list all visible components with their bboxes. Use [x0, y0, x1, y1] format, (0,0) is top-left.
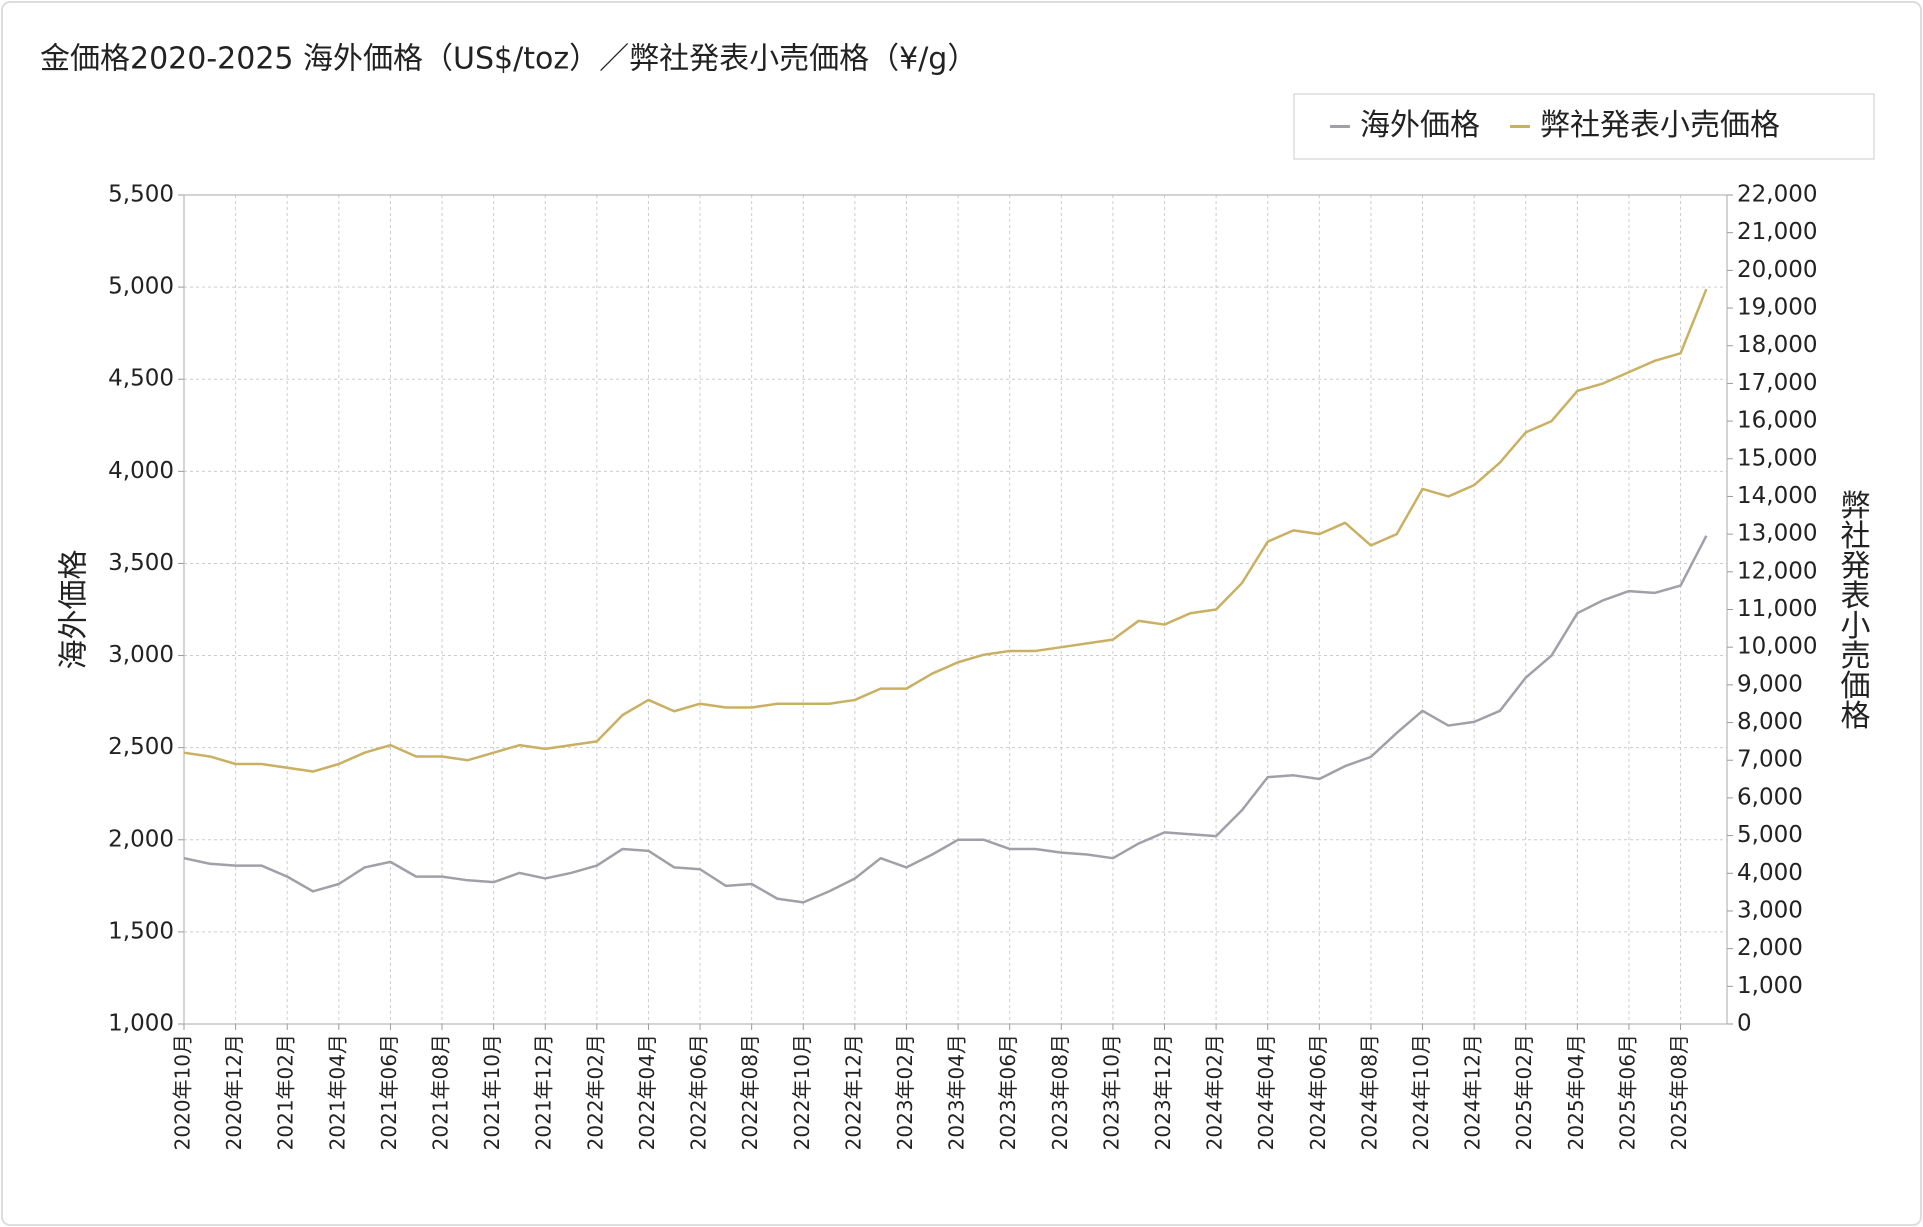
x-tick-label: 2025年06月	[1615, 1034, 1639, 1150]
y-tick-label: 4,000	[108, 458, 174, 484]
x-tick-label: 2024年10月	[1409, 1034, 1433, 1150]
x-tick-label: 2022年04月	[635, 1034, 659, 1150]
x-tick-label: 2021年04月	[325, 1034, 349, 1150]
y2-tick-label: 4,000	[1737, 860, 1803, 886]
x-tick-label: 2023年10月	[1099, 1034, 1123, 1150]
series-line	[183, 535, 1708, 904]
y2-tick-label: 1,000	[1737, 973, 1803, 999]
y-tick-label: 5,000	[108, 274, 174, 300]
y2-tick-label: 21,000	[1737, 219, 1817, 245]
y2-tick-label: 8,000	[1737, 709, 1803, 735]
y2-tick-label: 15,000	[1737, 445, 1817, 471]
x-tick-label: 2023年06月	[996, 1034, 1020, 1150]
y2-tick-label: 11,000	[1737, 596, 1817, 622]
plot-area	[184, 195, 1727, 1024]
y2-tick-label: 9,000	[1737, 671, 1803, 697]
y2-tick-label: 19,000	[1737, 295, 1817, 321]
y2-tick-label: 5,000	[1737, 822, 1803, 848]
y2-tick-label: 7,000	[1737, 747, 1803, 773]
chart-title: 金価格2020-2025 海外価格（US$/toz）／弊社発表小売価格（¥/g）	[40, 42, 977, 77]
y-tick-label: 3,000	[108, 642, 174, 668]
x-tick-label: 2023年04月	[945, 1034, 969, 1150]
x-tick-label: 2022年12月	[841, 1034, 865, 1150]
x-tick-label: 2024年04月	[1254, 1034, 1278, 1150]
x-tick-label: 2022年10月	[790, 1034, 814, 1150]
y2-tick-label: 3,000	[1737, 897, 1803, 923]
x-tick-label: 2024年12月	[1461, 1034, 1485, 1150]
y2-tick-label: 0	[1737, 1011, 1752, 1037]
y2-tick-label: 20,000	[1737, 257, 1817, 283]
x-tick-label: 2021年08月	[429, 1034, 453, 1150]
y-tick-label: 1,000	[108, 1011, 174, 1037]
x-tick-label: 2021年02月	[274, 1034, 298, 1150]
y2-tick-label: 12,000	[1737, 558, 1817, 584]
legend-label: 弊社発表小売価格	[1540, 108, 1780, 143]
x-tick-label: 2021年12月	[532, 1034, 556, 1150]
y2-tick-label: 22,000	[1737, 182, 1817, 208]
x-tick-label: 2025年08月	[1667, 1034, 1691, 1150]
y2-tick-label: 13,000	[1737, 521, 1817, 547]
x-tick-label: 2024年08月	[1357, 1034, 1381, 1150]
x-tick-label: 2023年02月	[893, 1034, 917, 1150]
x-tick-label: 2023年08月	[1048, 1034, 1072, 1150]
plot-border	[183, 194, 1728, 1025]
y-tick-label: 2,000	[108, 826, 174, 852]
x-tick-label: 2022年08月	[738, 1034, 762, 1150]
y2-tick-label: 14,000	[1737, 483, 1817, 509]
x-tick-label: 2024年06月	[1306, 1034, 1330, 1150]
x-tick-label: 2025年02月	[1512, 1034, 1536, 1150]
y2-axis-label: 弊社発表小売価格	[1835, 490, 1871, 730]
x-tick-label: 2024年02月	[1203, 1034, 1227, 1150]
legend-box	[1293, 93, 1875, 160]
y-tick-label: 3,500	[108, 550, 174, 576]
y-tick-label: 1,500	[108, 918, 174, 944]
x-tick-label: 2022年06月	[687, 1034, 711, 1150]
x-tick-label: 2020年12月	[222, 1034, 246, 1150]
x-tick-label: 2021年10月	[480, 1034, 504, 1150]
x-tick-label: 2025年04月	[1564, 1034, 1588, 1150]
y2-tick-label: 2,000	[1737, 935, 1803, 961]
x-tick-label: 2020年10月	[171, 1034, 195, 1150]
x-tick-label: 2021年06月	[377, 1034, 401, 1150]
y-axis-label: 海外価格	[57, 550, 92, 670]
y2-tick-label: 16,000	[1737, 408, 1817, 434]
y2-tick-label: 10,000	[1737, 634, 1817, 660]
x-tick-label: 2022年02月	[583, 1034, 607, 1150]
y2-tick-label: 18,000	[1737, 332, 1817, 358]
y2-tick-label: 17,000	[1737, 370, 1817, 396]
series-line	[183, 288, 1708, 773]
y2-tick-label: 6,000	[1737, 784, 1803, 810]
y-tick-label: 2,500	[108, 734, 174, 760]
y-tick-label: 5,500	[108, 182, 174, 208]
x-tick-label: 2023年12月	[1151, 1034, 1175, 1150]
legend-label: 海外価格	[1360, 108, 1480, 143]
y-tick-label: 4,500	[108, 366, 174, 392]
